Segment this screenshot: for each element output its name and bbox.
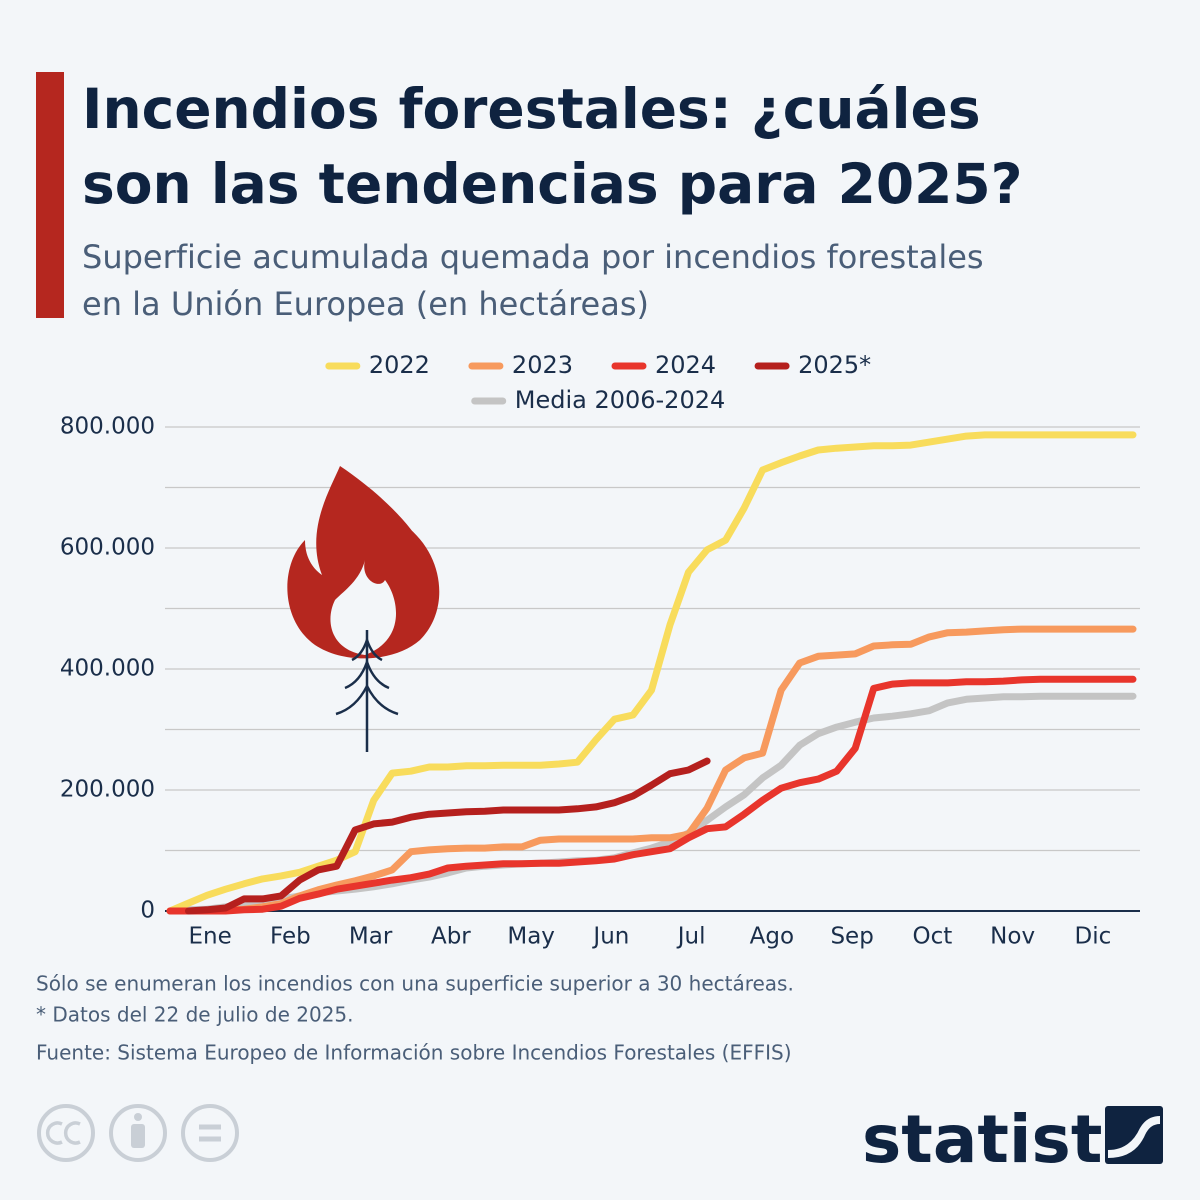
chart-title: son las tendencias para 2025? (82, 152, 1023, 216)
legend-label: 2022 (369, 351, 430, 379)
y-tick-label: 200.000 (60, 777, 155, 803)
brand-logo: statista (862, 1101, 1147, 1178)
series-line (166, 625, 1137, 915)
x-tick-label: Abr (431, 924, 471, 950)
chart-subtitle: en la Unión Europea (en hectáreas) (82, 285, 649, 323)
x-tick-label: Nov (990, 924, 1035, 950)
license-icons (37, 1104, 239, 1162)
x-tick-label: Jun (591, 924, 629, 950)
y-tick-label: 600.000 (60, 535, 155, 561)
x-tick-label: Dic (1075, 924, 1112, 950)
x-tick-label: Ene (188, 924, 231, 950)
legend-label: 2025* (798, 351, 871, 379)
chart-title: Incendios forestales: ¿cuáles (82, 77, 981, 141)
footnote: Sólo se enumeran los incendios con una s… (36, 972, 794, 996)
x-tick-label: Ago (750, 924, 794, 950)
x-tick-label: Sep (830, 924, 873, 950)
y-tick-label: 0 (140, 898, 155, 924)
y-tick-label: 800.000 (60, 414, 155, 440)
flame (287, 466, 440, 659)
brand-mark (1105, 1106, 1163, 1164)
y-tick-label: 400.000 (60, 656, 155, 682)
x-tick-label: May (507, 924, 555, 950)
x-tick-label: Oct (912, 924, 952, 950)
legend-label: 2024 (655, 351, 716, 379)
x-tick-label: Feb (270, 924, 311, 950)
legend-row: 2022 2023 2024 2025* (325, 351, 871, 379)
source: Fuente: Sistema Europeo de Información s… (36, 1041, 792, 1065)
chart-subtitle: Superficie acumulada quemada por incendi… (82, 238, 984, 276)
accent-bar (36, 72, 64, 318)
fire-icon (287, 466, 440, 752)
footnote: * Datos del 22 de julio de 2025. (36, 1003, 354, 1027)
x-tick-label: Mar (349, 924, 393, 950)
legend-label: Media 2006-2024 (515, 386, 726, 414)
flame-core (330, 560, 397, 655)
series-line (166, 431, 1137, 915)
plot-area: 0 200.000 400.000 600.000 800.000 Ene Feb Mar Ab… (60, 414, 1140, 950)
legend-row: Media 2006-2024 (471, 386, 726, 414)
series-line (166, 675, 1137, 915)
tree (335, 630, 399, 752)
legend-label: 2023 (512, 351, 573, 379)
x-tick-label: Jul (676, 924, 706, 950)
series-line (166, 692, 1137, 915)
series-line (185, 757, 711, 915)
